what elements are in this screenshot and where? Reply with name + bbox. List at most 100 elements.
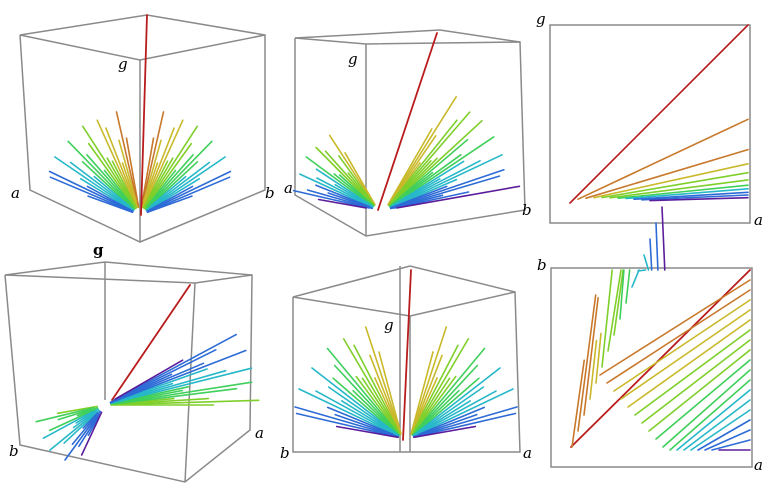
ray-line (655, 359, 751, 440)
panel-1-axis-g-label: g (118, 55, 128, 73)
ray-line (392, 169, 505, 208)
ray-line (75, 408, 99, 424)
ray-line (81, 161, 133, 209)
panel-4-axis-g-label: g (93, 241, 104, 259)
ray-line (641, 194, 749, 201)
ray-line (332, 377, 396, 433)
ray-line (111, 160, 138, 209)
ray-line (389, 119, 458, 204)
ray-line (392, 154, 503, 207)
ray-line (141, 111, 165, 206)
ray-line (361, 377, 401, 436)
ray-line (352, 389, 398, 434)
ray-line (149, 170, 232, 211)
ray-line (607, 269, 622, 352)
ray-line (412, 367, 501, 437)
ray-line (619, 269, 625, 320)
ray-line (669, 379, 751, 451)
ray-line (369, 354, 400, 430)
panel-3-x-axis-label: a (754, 211, 763, 229)
ray-line (118, 139, 137, 203)
ray-line (306, 189, 374, 210)
panel-4-rays (35, 284, 260, 461)
ray-line (334, 183, 372, 207)
ray-line (335, 425, 399, 439)
ray-line (86, 154, 132, 206)
ray-line (145, 119, 184, 203)
panel-6-x-axis-label: a (754, 456, 763, 474)
ray-line (93, 175, 131, 207)
ray-line (415, 347, 486, 432)
ray-line (146, 169, 177, 208)
ray-line (337, 155, 372, 202)
ray-line (105, 127, 137, 206)
ray-line (620, 309, 751, 400)
panel-4-axis-b-label: b (9, 442, 19, 460)
ray-line (328, 134, 374, 204)
panel-3-y-axis-label: g (536, 10, 546, 28)
ray-line (633, 191, 749, 200)
panel-4-3d-view (4, 261, 260, 483)
ray-line (414, 338, 470, 431)
panel-6-2d-view (550, 206, 753, 468)
ray-line (355, 375, 399, 434)
ray-line (54, 156, 132, 210)
ray-line (115, 111, 139, 206)
ray-line (116, 381, 253, 405)
panel-3-2d-view (549, 24, 751, 224)
ray-line (146, 125, 198, 204)
ray-line (146, 195, 193, 214)
ray-line (145, 161, 211, 211)
ray-line (627, 319, 751, 408)
panel-4-axis-a-label: a (255, 424, 264, 442)
panel-5-axis-g-label: g (384, 316, 394, 334)
ray-line (391, 160, 465, 207)
ray-line (634, 329, 751, 416)
ray-line (395, 175, 501, 208)
ray-line (109, 348, 217, 404)
ray-line (412, 344, 459, 433)
ray-line (340, 400, 395, 434)
ray-line (389, 136, 495, 208)
ray-line (416, 377, 480, 433)
ray-line (116, 397, 210, 406)
ray-line (411, 364, 479, 436)
ray-line (388, 96, 458, 204)
ray-line (315, 168, 374, 208)
ray-line (64, 410, 102, 461)
ray-line (599, 279, 751, 376)
ray-line (114, 359, 184, 400)
ray-line (80, 411, 103, 456)
ray-line (49, 176, 128, 211)
ray-line (142, 160, 169, 209)
panel-2-rays (292, 32, 521, 211)
ray-line (324, 150, 373, 205)
ray-line (78, 413, 100, 448)
ray-line (48, 408, 96, 432)
panel-6-rays (570, 206, 751, 451)
ray-line (327, 386, 398, 435)
ray-line (411, 377, 451, 436)
ray-line (690, 409, 751, 451)
ray-line (676, 389, 751, 451)
ray-line (364, 326, 401, 433)
panel-2-axis-a-label: a (284, 179, 293, 197)
ray-line (662, 369, 751, 448)
ray-line-diagonal (111, 284, 191, 401)
panel-3-rays (569, 24, 749, 204)
ray-line (577, 118, 749, 200)
panel-5-3d-view (292, 265, 521, 453)
ray-line (606, 289, 751, 384)
ray-line (299, 173, 374, 209)
panel-1-3d-view (19, 14, 266, 243)
ray-line (601, 171, 749, 199)
ray-line (418, 406, 486, 436)
ray-line (316, 177, 369, 206)
ray-line (625, 269, 631, 304)
ray-line (311, 367, 400, 437)
ray-line (413, 375, 457, 434)
ray-line (344, 152, 376, 206)
ray-line (71, 414, 97, 446)
ray-line (378, 351, 402, 435)
